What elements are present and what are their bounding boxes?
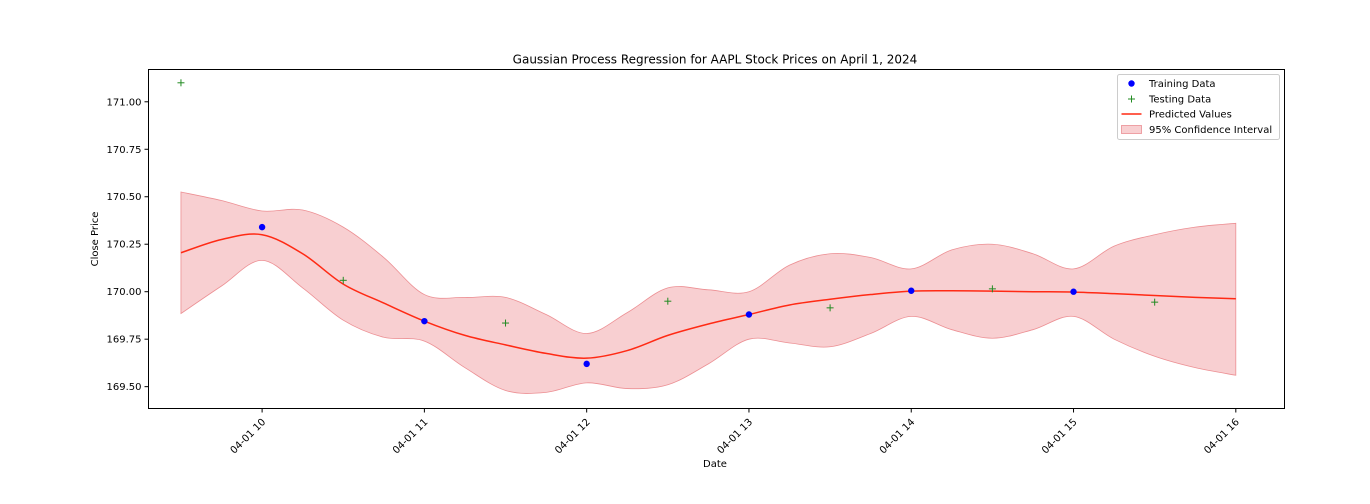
x-tick-label: 04-01 13 <box>716 417 756 457</box>
legend-label: Predicted Values <box>1149 110 1232 121</box>
predicted-values-line <box>180 233 1236 359</box>
legend-swatch-testing <box>1128 95 1135 103</box>
testing-data-point <box>502 319 510 327</box>
training-data-point <box>583 360 590 368</box>
legend-label: Testing Data <box>1148 95 1211 106</box>
training-data-point <box>1070 288 1077 295</box>
training-data-point <box>908 287 915 294</box>
training-data-point <box>421 317 428 325</box>
legend-swatch-interval <box>1121 125 1142 134</box>
y-tick-label: 170.75 <box>107 145 142 156</box>
confidence-interval-band <box>180 191 1237 394</box>
plot-area <box>177 79 1237 394</box>
testing-data-point <box>339 276 347 284</box>
testing-data-point <box>826 304 834 312</box>
legend: Training Data Testing Data Predicted Value… <box>1117 74 1280 140</box>
y-tick-label: 170.25 <box>107 240 142 251</box>
x-tick-label: 04-01 11 <box>391 417 431 457</box>
legend-label: Training Data <box>1148 79 1216 90</box>
x-axis-title: Date <box>703 459 727 470</box>
x-tick-label: 04-01 10 <box>229 417 269 457</box>
x-tick-label: 04-01 16 <box>1202 417 1242 457</box>
axes-frame <box>148 69 1285 409</box>
chart-title: Gaussian Process Regression for AAPL Sto… <box>513 53 918 67</box>
legend-swatch-training <box>1128 80 1135 87</box>
legend-label: 95% Confidence Interval <box>1149 125 1272 136</box>
x-tick-label: 04-01 15 <box>1040 417 1080 457</box>
y-tick-label: 169.75 <box>107 335 142 346</box>
testing-data-point <box>177 79 185 87</box>
x-tick-label: 04-01 14 <box>878 417 918 457</box>
y-axis-title: Close Price <box>90 212 101 267</box>
testing-data-point <box>1151 298 1159 306</box>
y-tick-label: 170.50 <box>107 192 142 203</box>
x-tick-label: 04-01 12 <box>553 417 593 457</box>
testing-data-point <box>664 297 672 305</box>
legend-box <box>1117 74 1280 140</box>
training-data-point <box>258 223 266 231</box>
y-tick-label: 169.50 <box>107 382 142 393</box>
testing-data-point <box>988 285 996 293</box>
y-tick-label: 170.00 <box>107 287 142 298</box>
training-data-point <box>745 311 753 318</box>
y-tick-label: 171.00 <box>107 97 142 108</box>
